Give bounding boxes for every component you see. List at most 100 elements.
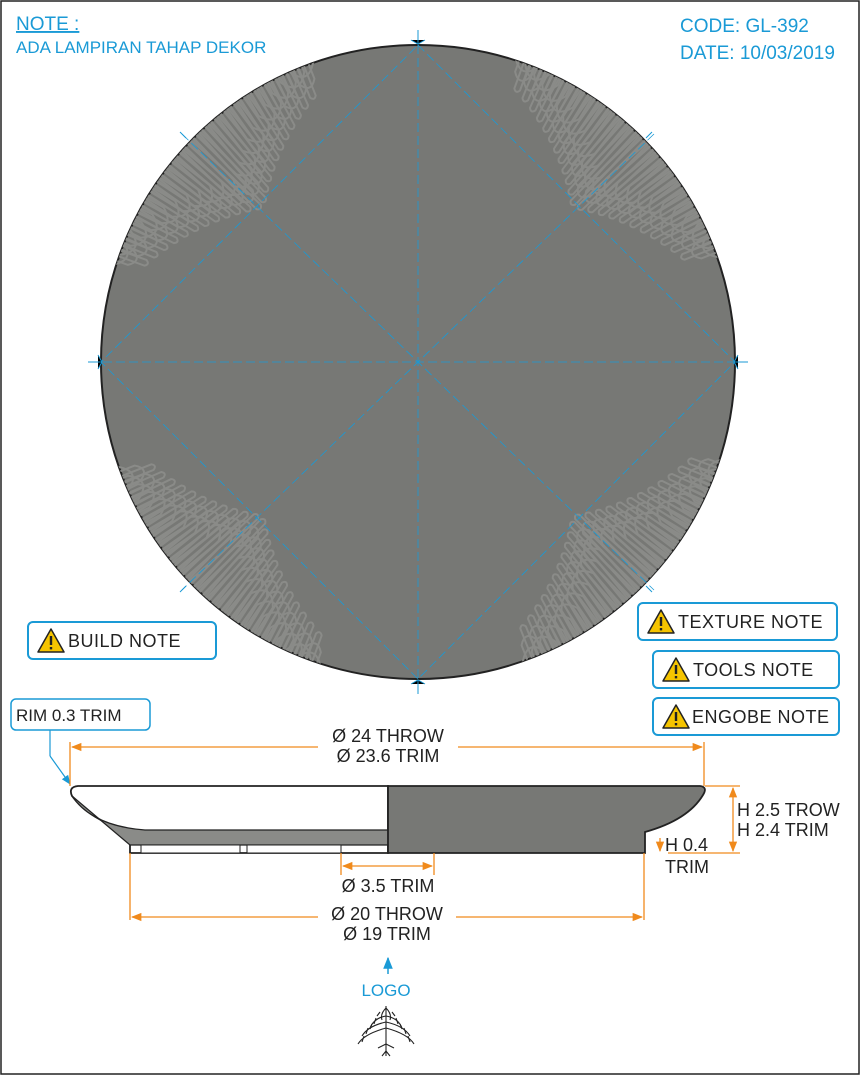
texture-stroke [137, 495, 207, 544]
texture-stroke [257, 622, 295, 664]
texture-stroke [678, 485, 720, 523]
texture-stroke [647, 486, 710, 525]
texture-stroke [650, 202, 711, 240]
texture-stroke [560, 592, 608, 648]
texture-stroke [139, 177, 210, 227]
outer-trim-label: Ø 23.6 TRIM [337, 746, 440, 766]
texture-stroke [564, 105, 633, 186]
texture-stroke [530, 635, 564, 670]
texture-stroke [203, 538, 272, 619]
texture-stroke [566, 531, 640, 613]
texture-stroke [691, 216, 726, 250]
texture-stroke [567, 114, 642, 196]
texture-stroke [115, 222, 169, 252]
plate-texture-pattern [103, 47, 733, 677]
texture-stroke [260, 59, 297, 99]
texture-stroke [106, 245, 149, 267]
texture-stroke [289, 621, 315, 670]
texture-stroke [639, 191, 705, 234]
texture-stroke [556, 562, 610, 636]
texture-stroke [657, 479, 715, 514]
texture-stroke [605, 505, 682, 567]
texture-note-box[interactable]: TEXTURE NOTE [637, 602, 838, 641]
texture-stroke [292, 53, 317, 100]
texture-stroke [540, 594, 578, 655]
texture-stroke [131, 490, 197, 533]
texture-stroke [513, 50, 535, 93]
texture-stroke [181, 525, 260, 605]
note-text: ADA LAMPIRAN TAHAP DEKOR [16, 38, 266, 57]
build-note-label: BUILD NOTE [68, 631, 181, 651]
rim-callout: RIM 0.3 TRIM [10, 698, 151, 785]
texture-stroke [185, 517, 267, 602]
texture-stroke [648, 172, 704, 220]
texture-stroke [288, 51, 316, 89]
foot-slot-1 [140, 844, 241, 854]
texture-stroke [576, 119, 655, 199]
texture-stroke [121, 210, 179, 245]
texture-stroke [539, 625, 576, 665]
warning-triangle-icon [662, 657, 690, 682]
base-trim-label: Ø 19 TRIM [343, 924, 431, 944]
texture-stroke [223, 559, 279, 634]
texture-stroke [563, 541, 630, 621]
texture-stroke [206, 103, 273, 183]
texture-stroke [126, 497, 177, 542]
texture-stroke [196, 111, 270, 193]
texture-stroke [557, 90, 613, 165]
inner-foot-label: Ø 3.5 TRIM [342, 876, 435, 896]
construction-ticks [88, 30, 748, 694]
texture-stroke [687, 457, 730, 479]
texture-stroke [581, 520, 661, 599]
texture-stroke [132, 504, 188, 552]
texture-stroke [660, 213, 717, 246]
texture-stroke [535, 65, 570, 123]
texture-stroke [519, 624, 544, 671]
texture-stroke [597, 150, 677, 217]
texture-stroke [194, 528, 269, 610]
code-label: CODE: GL-392 [680, 16, 809, 37]
tools-note-box[interactable]: TOOLS NOTE [652, 650, 840, 689]
texture-stroke [114, 470, 166, 499]
texture-stroke [699, 468, 729, 500]
texture-stroke [551, 573, 600, 643]
texture-stroke [266, 601, 301, 659]
texture-stroke [226, 88, 280, 162]
texture-stroke [569, 122, 651, 207]
texture-stroke [561, 98, 623, 175]
texture-stroke [247, 75, 290, 141]
warning-triangle-icon [647, 609, 675, 634]
texture-stroke [126, 199, 189, 238]
texture-stroke [521, 54, 547, 103]
texture-stroke [542, 70, 581, 133]
texture-stroke [547, 77, 592, 144]
plate-top-view [88, 30, 748, 694]
section-wall [71, 795, 389, 846]
engobe-note-label: ENGOBE NOTE [692, 707, 830, 727]
texture-stroke [120, 490, 166, 531]
warning-triangle-icon [37, 628, 65, 653]
texture-stroke [249, 64, 290, 110]
texture-stroke [541, 60, 579, 102]
note-title: NOTE : [16, 14, 79, 35]
texture-stroke [520, 635, 548, 673]
texture-stroke [170, 138, 252, 213]
texture-stroke [280, 643, 312, 673]
texture-stroke [560, 552, 620, 628]
texture-stroke [133, 188, 200, 233]
texture-stroke [524, 51, 556, 81]
texture-stroke [526, 614, 555, 666]
base-throw-label: Ø 20 THROW [331, 904, 443, 924]
texture-stroke [152, 504, 228, 564]
texture-stroke [269, 63, 302, 120]
build-note-box[interactable]: BUILD NOTE [27, 621, 217, 660]
texture-stroke [233, 570, 283, 641]
texture-stroke [688, 477, 725, 512]
engobe-note-box[interactable]: ENGOBE NOTE [652, 697, 840, 736]
texture-stroke [175, 125, 255, 204]
texture-stroke [110, 233, 159, 259]
construction-lines [90, 32, 746, 692]
texture-stroke [615, 501, 690, 557]
